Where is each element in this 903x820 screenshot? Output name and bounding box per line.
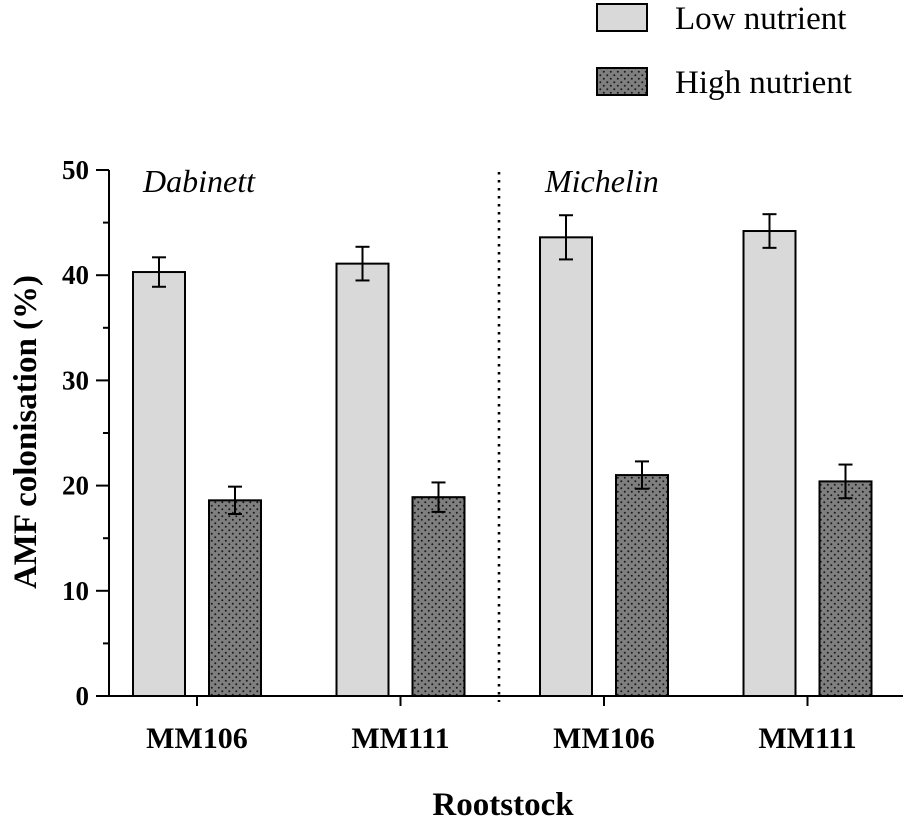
group-label-dabinett: Dabinett: [142, 163, 256, 199]
x-category-label-2: MM106: [553, 722, 655, 755]
bar-high-nutrient-0: [208, 499, 262, 697]
x-axis-title: Rootstock: [432, 787, 574, 820]
bar-high-nutrient-1: [411, 496, 466, 697]
legend-label-high-nutrient: High nutrient: [675, 65, 852, 101]
bar-low-nutrient-1: [335, 262, 390, 697]
y-tick-label-30: 30: [62, 365, 89, 395]
group-label-michelin: Michelin: [544, 163, 659, 199]
bar-low-nutrient-3: [742, 230, 797, 698]
y-tick-label-20: 20: [62, 471, 89, 501]
bar-high-nutrient-3: [818, 480, 873, 697]
legend-label-low-nutrient: Low nutrient: [675, 1, 846, 37]
y-tick-label-40: 40: [62, 260, 89, 290]
x-category-label-1: MM111: [351, 722, 449, 755]
legend: Low nutrient High nutrient: [596, 1, 852, 101]
y-axis-title: AMF colonisation (%): [8, 275, 44, 589]
bar-high-nutrient-2: [615, 474, 669, 697]
legend-swatch-low-nutrient: [596, 3, 648, 32]
legend-swatch-high-nutrient: [596, 67, 648, 96]
bar-low-nutrient-2: [539, 236, 593, 697]
bar-low-nutrient-0: [132, 271, 186, 697]
bars: [132, 213, 873, 698]
x-category-labels: MM106 MM111 MM106 MM111: [146, 696, 857, 755]
y-tick-label-0: 0: [76, 681, 90, 711]
y-tick-label-10: 10: [62, 576, 89, 606]
y-ticks: 0 10 20 30 40 50: [62, 155, 109, 711]
y-tick-label-50: 50: [62, 155, 89, 185]
x-category-label-3: MM111: [758, 722, 856, 755]
x-category-label-0: MM106: [146, 722, 248, 755]
